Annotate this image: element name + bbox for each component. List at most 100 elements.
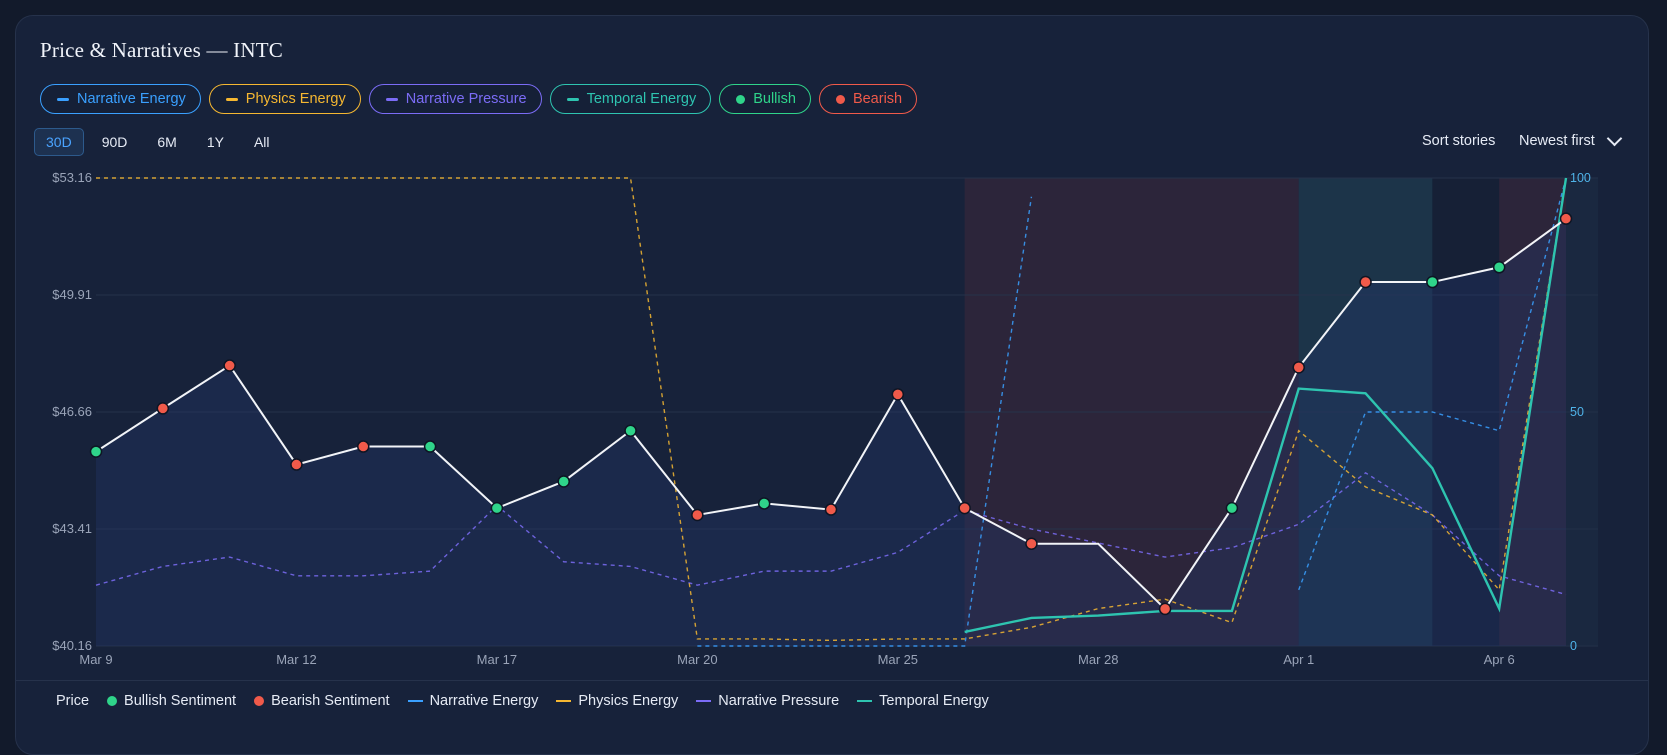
temporal-energy-line-icon xyxy=(857,700,873,702)
x-tick-label: Apr 6 xyxy=(1484,652,1515,667)
y-right-tick-label: 100 xyxy=(1570,171,1591,185)
series-line-narrative-energy xyxy=(697,177,1567,647)
bullish-sentiment-point xyxy=(557,475,570,488)
pill-label: Narrative Pressure xyxy=(405,91,527,107)
pill-label: Bullish xyxy=(753,91,796,107)
bullish-sentiment-point xyxy=(1225,501,1239,515)
x-tick-label: Mar 20 xyxy=(677,652,717,667)
range-all[interactable]: All xyxy=(253,134,270,150)
y-right-tick-label: 50 xyxy=(1570,405,1584,419)
bearish-sentiment-point xyxy=(1559,212,1573,225)
bullish-sentiment-point xyxy=(490,501,504,515)
pill-label: Temporal Energy xyxy=(586,91,697,107)
legend-bearish-sentiment: Bearish Sentiment xyxy=(254,693,390,709)
pill-bearish[interactable]: Bearish xyxy=(818,84,918,114)
narrative-pressure-line-icon xyxy=(696,700,712,702)
legend-label: Bullish Sentiment xyxy=(124,693,237,709)
legend-label: Narrative Energy xyxy=(429,693,539,709)
y-left-tick-label: $49.91 xyxy=(52,287,92,302)
bearish-sentiment-point xyxy=(156,402,170,415)
bullish-sentiment-point xyxy=(89,445,103,458)
legend-physics-energy: Physics Energy xyxy=(556,693,678,709)
bullish-sentiment-point xyxy=(423,440,437,453)
physics-energy-swatch-icon xyxy=(225,97,238,101)
y-left-tick-label: $40.16 xyxy=(52,638,92,653)
bearish-sentiment-point xyxy=(357,440,370,453)
pill-label: Narrative Energy xyxy=(77,91,186,107)
bullish-dot-icon xyxy=(107,696,118,706)
bearish-sentiment-point xyxy=(1158,602,1172,616)
x-tick-label: Mar 9 xyxy=(79,652,112,667)
bearish-dot-icon xyxy=(835,94,845,104)
legend-label: Temporal Energy xyxy=(879,693,989,709)
legend-price: Price xyxy=(56,693,89,709)
y-axis-right: 100 50 0 xyxy=(1570,171,1591,653)
bearish-sentiment-point xyxy=(1292,361,1305,374)
chart-card xyxy=(15,15,1649,755)
bearish-sentiment-point xyxy=(223,359,236,372)
legend-label: Narrative Pressure xyxy=(718,693,840,709)
series-line-narrative-pressure xyxy=(95,471,1567,596)
bearish-dot-icon xyxy=(254,696,265,706)
time-range-selector: 30D 90D 6M 1Y All xyxy=(34,128,282,156)
y-right-tick-label: 0 xyxy=(1570,639,1577,653)
pill-label: Physics Energy xyxy=(245,91,346,107)
pill-narrative-pressure[interactable]: Narrative Pressure xyxy=(368,84,542,114)
sentiment-points xyxy=(89,212,1573,616)
narrative-pressure-swatch-icon xyxy=(385,97,398,101)
bearish-sentiment-point xyxy=(290,458,303,471)
range-6m[interactable]: 6M xyxy=(157,134,177,150)
x-tick-label: Mar 17 xyxy=(477,652,517,667)
series-toggle-pills: Narrative Energy Physics Energy Narrativ… xyxy=(40,84,918,114)
bullish-sentiment-point xyxy=(757,497,771,510)
narrative-energy-line-icon xyxy=(407,700,423,702)
y-left-tick-label: $46.66 xyxy=(52,404,92,419)
x-tick-label: Apr 1 xyxy=(1283,652,1314,667)
range-90d[interactable]: 90D xyxy=(101,134,128,150)
page-title: Price & Narratives — INTC xyxy=(40,38,283,62)
x-tick-label: Mar 12 xyxy=(276,652,316,667)
bullish-sentiment-point xyxy=(1426,275,1439,289)
pill-temporal-energy[interactable]: Temporal Energy xyxy=(549,84,712,114)
legend-label: Physics Energy xyxy=(578,693,679,709)
legend-divider xyxy=(15,680,1649,681)
legend-label: Bearish Sentiment xyxy=(271,693,390,709)
y-left-tick-label: $53.16 xyxy=(52,170,92,185)
bearish-sentiment-point xyxy=(824,503,838,516)
grid-lines xyxy=(96,177,1598,647)
price-narrative-chart: $53.16 $49.91 $46.66 $43.41 $40.16 100 50 0 Ma… xyxy=(52,170,1598,667)
pill-bullish[interactable]: Bullish xyxy=(719,84,811,114)
x-tick-label: Mar 25 xyxy=(878,652,918,667)
pill-label: Bearish xyxy=(852,91,903,107)
y-left-tick-label: $43.41 xyxy=(52,521,92,536)
bearish-sentiment-point xyxy=(1359,275,1372,289)
legend-bullish-sentiment: Bullish Sentiment xyxy=(107,693,236,709)
x-axis: Mar 9 Mar 12 Mar 17 Mar 20 Mar 25 Mar 28 Apr 1… xyxy=(79,652,1514,667)
range-1y[interactable]: 1Y xyxy=(206,134,224,150)
legend-narrative-energy: Narrative Energy xyxy=(407,693,539,709)
x-tick-label: Mar 28 xyxy=(1078,652,1118,667)
legend-temporal-energy: Temporal Energy xyxy=(857,693,989,709)
legend-narrative-pressure: Narrative Pressure xyxy=(696,693,839,709)
sort-stories-label: Sort stories xyxy=(1422,133,1496,149)
pill-physics-energy[interactable]: Physics Energy xyxy=(208,84,361,114)
right-axis-band xyxy=(1566,178,1598,646)
pill-narrative-energy[interactable]: Narrative Energy xyxy=(40,84,201,114)
physics-energy-line-icon xyxy=(556,700,572,702)
bullish-dot-icon xyxy=(736,94,746,104)
bearish-sentiment-point xyxy=(891,388,905,401)
sort-stories-select[interactable]: Newest first xyxy=(1519,130,1623,149)
y-axis-left: $53.16 $49.91 $46.66 $43.41 $40.16 xyxy=(52,170,92,653)
bearish-sentiment-point xyxy=(958,501,971,515)
range-30d[interactable]: 30D xyxy=(34,128,84,156)
bullish-sentiment-point xyxy=(1492,261,1506,274)
bullish-sentiment-point xyxy=(624,424,637,437)
bearish-sentiment-point xyxy=(691,508,704,522)
sort-value: Newest first xyxy=(1519,133,1595,149)
narrative-energy-swatch-icon xyxy=(57,97,69,101)
energy-series xyxy=(95,177,1568,647)
bearish-sentiment-point xyxy=(1025,537,1038,551)
series-line-temporal-energy xyxy=(964,177,1568,634)
temporal-energy-swatch-icon xyxy=(566,97,579,101)
chart-legend: Price Bullish Sentiment Bearish Sentimen… xyxy=(56,693,989,709)
